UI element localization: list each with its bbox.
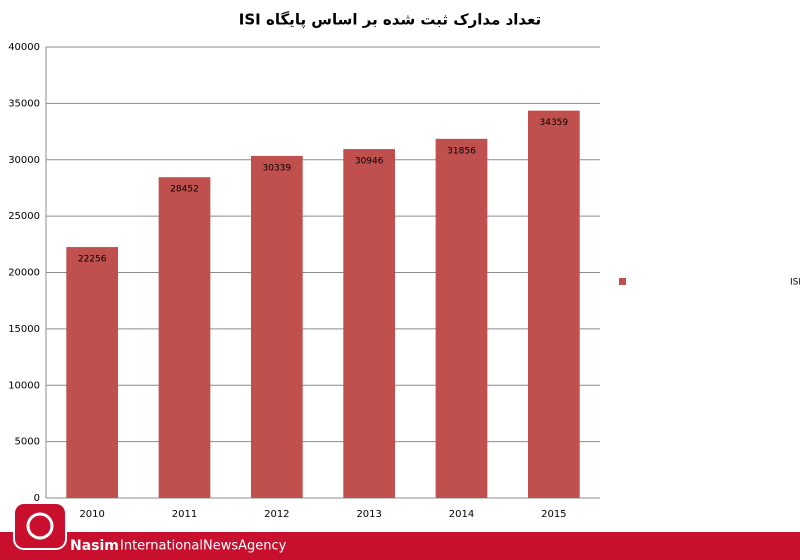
y-tick-label: 20000 [8,268,40,279]
y-tick-label: 0 [34,493,40,504]
x-tick-label: 2010 [79,509,104,520]
legend-swatch [619,278,626,285]
logo [13,502,67,550]
bar [66,247,119,498]
bar [158,177,211,498]
x-tick-label: 2013 [356,509,381,520]
data-label: 31856 [447,146,476,156]
bar [527,110,580,499]
y-tick-label: 15000 [8,324,40,335]
bar [435,138,488,498]
footer-band [0,532,800,560]
y-tick-label: 25000 [8,211,40,222]
logo-mark [26,512,54,540]
data-label: 28452 [170,185,199,195]
x-tick-label: 2015 [541,509,566,520]
x-tick-label: 2012 [264,509,289,520]
y-tick-label: 30000 [8,155,40,166]
x-tick-label: 2014 [449,509,474,520]
data-label: 30946 [355,157,384,167]
bar [343,149,396,498]
data-label: 30339 [263,163,292,173]
footer-agency: InternationalNewsAgency [120,539,287,554]
bar [250,155,303,498]
x-tick-label: 2011 [172,509,197,520]
data-label: 22256 [78,255,107,265]
y-tick-label: 40000 [8,42,40,53]
y-tick-label: 35000 [8,98,40,109]
y-tick-label: 5000 [15,437,40,448]
legend-label: تعداد مدارک ثبت شده بر اساس پایگاه ISI [790,276,800,288]
y-tick-label: 10000 [8,380,40,391]
data-label: 34359 [540,118,569,128]
footer-brand: Nasim [70,538,119,554]
chart-title: تعداد مدارک ثبت شده بر اساس پایگاه ISI [239,11,541,30]
